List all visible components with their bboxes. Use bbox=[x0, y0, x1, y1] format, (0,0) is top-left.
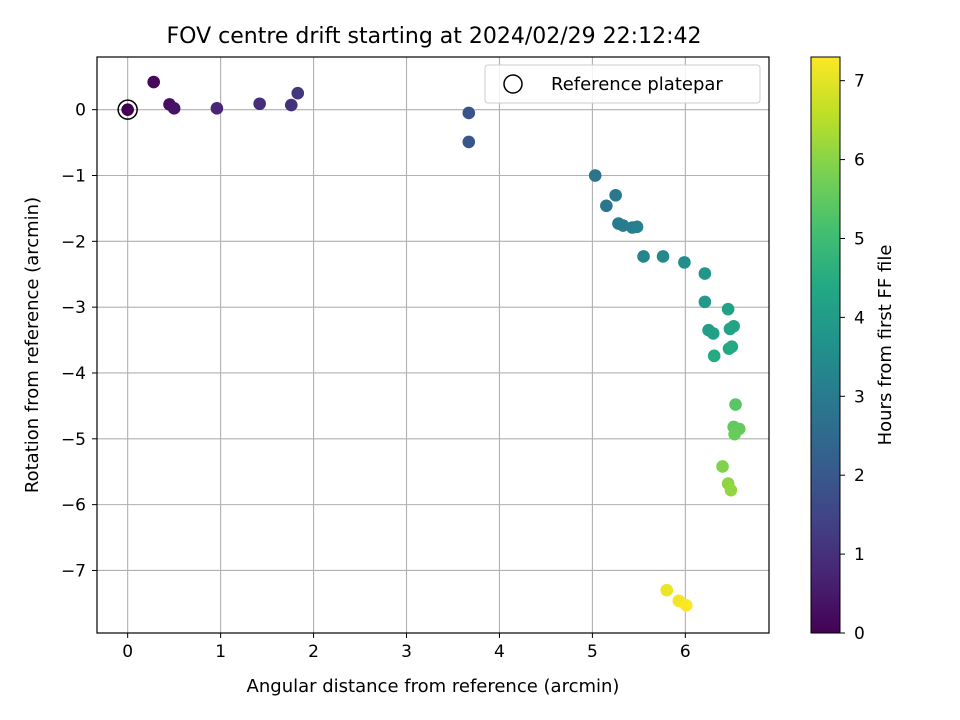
colorbar-tick-label: 3 bbox=[854, 387, 865, 407]
data-point bbox=[716, 460, 729, 473]
data-point bbox=[707, 349, 721, 363]
colorbar-tick-label: 5 bbox=[854, 229, 865, 249]
data-point bbox=[660, 583, 674, 597]
data-point bbox=[588, 169, 602, 182]
data-points bbox=[117, 75, 746, 612]
data-point bbox=[167, 102, 181, 115]
data-point bbox=[284, 98, 298, 112]
data-point bbox=[725, 340, 739, 353]
data-point bbox=[678, 256, 691, 269]
colorbar-tick-label: 4 bbox=[854, 308, 865, 328]
x-tick-label: 6 bbox=[680, 642, 691, 662]
x-tick-label: 4 bbox=[494, 642, 505, 662]
legend: Reference platepar bbox=[484, 64, 761, 104]
x-tick-label: 2 bbox=[308, 642, 319, 662]
colorbar-tick-label: 1 bbox=[854, 545, 865, 565]
y-tick-label: −2 bbox=[61, 232, 86, 252]
colorbar-tick-label: 7 bbox=[854, 72, 865, 92]
colorbar-tick-label: 6 bbox=[854, 151, 865, 171]
x-axis-label: Angular distance from reference (arcmin) bbox=[247, 676, 620, 697]
x-tick-label: 5 bbox=[587, 642, 598, 662]
colorbar-gradient bbox=[810, 56, 841, 634]
colorbar: 0 1 2 3 4 5 6 7 Hours from first FF file bbox=[810, 56, 896, 644]
x-tick-label: 3 bbox=[401, 642, 412, 662]
chart-title: FOV centre drift starting at 2024/02/29 … bbox=[167, 24, 702, 49]
data-point bbox=[698, 267, 712, 280]
data-point bbox=[728, 427, 741, 441]
data-point bbox=[462, 106, 476, 120]
y-tick-label: −3 bbox=[61, 298, 86, 318]
y-tick-label: −4 bbox=[61, 364, 86, 384]
colorbar-label: Hours from first FF file bbox=[875, 245, 896, 446]
plot-frame bbox=[96, 56, 770, 634]
y-tick-label: −1 bbox=[61, 166, 86, 186]
data-point bbox=[147, 75, 160, 89]
data-point bbox=[721, 302, 735, 316]
reference-marker bbox=[117, 99, 138, 120]
data-point bbox=[727, 319, 740, 333]
data-point bbox=[600, 199, 613, 213]
data-point bbox=[706, 327, 720, 340]
data-point bbox=[462, 135, 476, 149]
data-point bbox=[291, 86, 305, 100]
data-point bbox=[724, 483, 738, 497]
colorbar-tick-label: 2 bbox=[854, 466, 865, 486]
data-point bbox=[679, 599, 693, 612]
y-axis: 0 −1 −2 −3 −4 −5 −6 −7 bbox=[61, 101, 97, 581]
legend-box bbox=[484, 64, 761, 104]
data-point bbox=[210, 102, 224, 115]
y-tick-label: −7 bbox=[61, 561, 86, 581]
data-point bbox=[609, 188, 622, 202]
data-point bbox=[630, 220, 644, 234]
data-point bbox=[729, 398, 742, 411]
colorbar-tick-label: 0 bbox=[854, 624, 865, 644]
y-axis-label: Rotation from reference (arcmin) bbox=[22, 197, 43, 493]
data-point bbox=[698, 295, 712, 309]
legend-marker-icon bbox=[503, 74, 523, 94]
data-point bbox=[637, 250, 650, 263]
y-tick-label: 0 bbox=[75, 101, 86, 121]
data-point bbox=[121, 103, 134, 116]
x-tick-label: 0 bbox=[122, 642, 133, 662]
data-point bbox=[656, 250, 670, 263]
grid-lines bbox=[97, 57, 769, 633]
y-tick-label: −6 bbox=[61, 496, 86, 516]
colorbar-ticks: 0 1 2 3 4 5 6 7 bbox=[840, 72, 865, 644]
data-point bbox=[253, 97, 266, 111]
x-tick-label: 1 bbox=[215, 642, 226, 662]
y-tick-label: −5 bbox=[61, 430, 86, 450]
legend-entry: Reference platepar bbox=[551, 74, 723, 95]
x-axis: 0 1 2 3 4 5 6 bbox=[122, 633, 691, 662]
